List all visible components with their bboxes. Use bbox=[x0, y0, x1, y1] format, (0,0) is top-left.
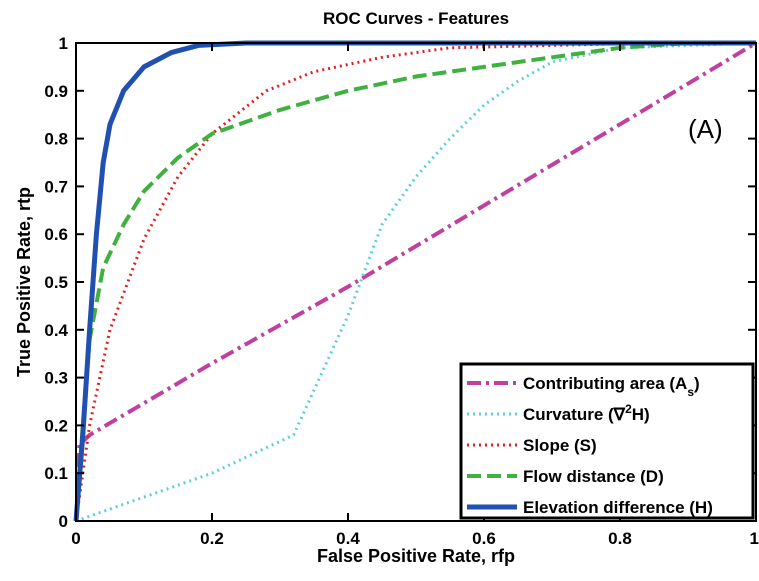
legend-label-4: Elevation difference (H) bbox=[523, 498, 713, 517]
y-tick-label: 0.2 bbox=[44, 416, 68, 435]
series-line-1 bbox=[75, 41, 757, 523]
legend-label-1: Curvature (∇2H) bbox=[523, 402, 650, 424]
x-axis-title: False Positive Rate, rfp bbox=[317, 546, 515, 566]
ticks-layer: 0 0.2 0.4 0.6 0.8 1 0 0.1 0.2 0.3 0.4 0.5 0.6 0.7 0.8 0… bbox=[44, 34, 759, 548]
legend: Contributing area (As)Curvature (∇2H)Slo… bbox=[459, 362, 755, 520]
x-tick-label: 1 bbox=[750, 529, 759, 548]
y-tick-label: 0.9 bbox=[44, 82, 68, 101]
x-tick-label: 0.4 bbox=[336, 529, 360, 548]
y-tick-label: 0.1 bbox=[44, 464, 68, 483]
y-tick-label: 0 bbox=[59, 512, 68, 531]
x-tick-label: 0.8 bbox=[608, 529, 632, 548]
y-tick-label: 0.5 bbox=[44, 273, 68, 292]
y-axis-title: True Positive Rate, rtp bbox=[14, 187, 34, 377]
x-tick-label: 0.2 bbox=[200, 529, 224, 548]
y-tick-label: 0.4 bbox=[44, 321, 68, 340]
y-tick-label: 0.7 bbox=[44, 177, 68, 196]
legend-label-3: Flow distance (D) bbox=[523, 467, 664, 486]
y-tick-label: 1 bbox=[59, 34, 68, 53]
series-line-2 bbox=[74, 41, 756, 522]
y-tick-label: 0.3 bbox=[44, 369, 68, 388]
y-tick-label: 0.6 bbox=[44, 225, 68, 244]
series-line-0 bbox=[74, 41, 758, 522]
panel-annotation: (A) bbox=[688, 114, 723, 144]
series-line-3 bbox=[74, 41, 756, 522]
chart-title: ROC Curves - Features bbox=[323, 9, 509, 28]
x-tick-label: 0.6 bbox=[472, 529, 496, 548]
y-tick-label: 0.8 bbox=[44, 130, 68, 149]
legend-box bbox=[459, 362, 755, 520]
legend-label-2: Slope (S) bbox=[523, 436, 597, 455]
x-tick-label: 0 bbox=[71, 529, 80, 548]
